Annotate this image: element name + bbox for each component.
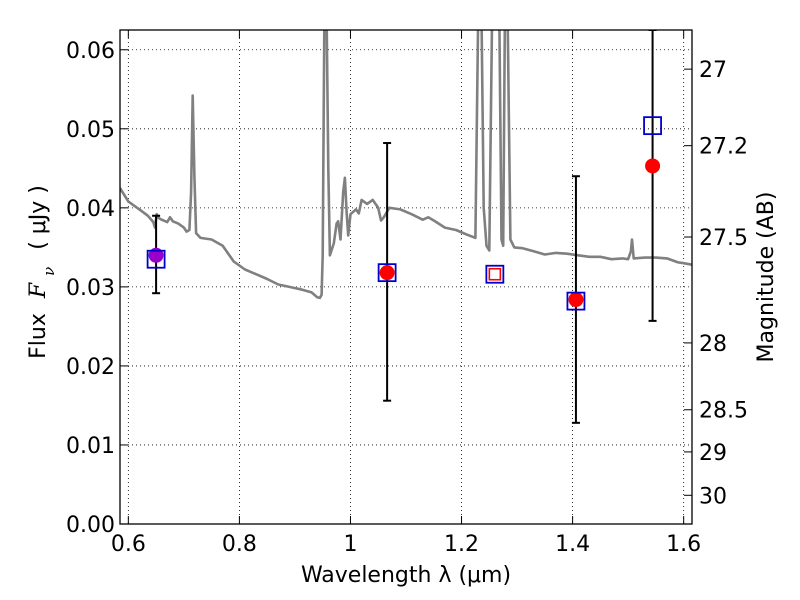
- y-axis-label-unit: ( μJy ): [26, 185, 51, 250]
- x-tick-label: 0.8: [222, 532, 257, 557]
- x-tick-label: 1.4: [555, 532, 590, 557]
- y2-tick-label: 27: [699, 58, 727, 83]
- model-point: [377, 263, 397, 283]
- model-point: [566, 291, 586, 311]
- y-axis-label: Flux F ν ( μJy ): [26, 185, 58, 359]
- x-tick-label: 1: [343, 532, 357, 557]
- x-tick-label: 1.6: [666, 532, 701, 557]
- y-tick-label: 0.00: [66, 513, 115, 538]
- markers: [146, 116, 662, 311]
- model-point: [146, 249, 166, 269]
- x-tick-label: 0.6: [111, 532, 146, 557]
- y-tick-label: 0.01: [66, 434, 115, 459]
- model-point: [643, 116, 662, 136]
- plot-frame: [119, 29, 693, 525]
- y-axis-label-subscript: ν: [40, 267, 58, 276]
- y-tick-label: 0.06: [66, 39, 115, 64]
- observed-point: [379, 265, 395, 281]
- y2-tick-label: 30: [699, 484, 727, 509]
- spectrum-line: [120, 30, 692, 300]
- observed-point-open: [488, 267, 502, 281]
- y-axis-label-prefix: Flux: [26, 313, 51, 359]
- y-tick-label: 0.04: [66, 197, 115, 222]
- model-point: [485, 264, 505, 284]
- y-axis-label-symbol: F: [26, 282, 51, 299]
- x-axis-label: Wavelength λ (μm): [301, 563, 511, 588]
- y-tick-label: 0.03: [66, 276, 115, 301]
- spectrum: [120, 30, 692, 300]
- observed-point: [568, 292, 584, 308]
- x-tick-label: 1.2: [444, 532, 479, 557]
- observed-point: [645, 158, 661, 174]
- y2-tick-label: 29: [699, 441, 727, 466]
- y2-tick-label: 28.5: [699, 399, 748, 424]
- y2-tick-label: 27.2: [699, 135, 748, 160]
- ticks: 0.6 0.8 1 1.2 1.4 1.6 0.00 0.01 0.02 0.03 0.04 0.05…: [66, 30, 748, 557]
- y2-tick-label: 28: [699, 332, 727, 357]
- y2-tick-label: 27.5: [699, 226, 748, 251]
- y2-axis-label: Magnitude (AB): [754, 192, 779, 363]
- y-tick-label: 0.05: [66, 118, 115, 143]
- y-tick-label: 0.02: [66, 355, 115, 380]
